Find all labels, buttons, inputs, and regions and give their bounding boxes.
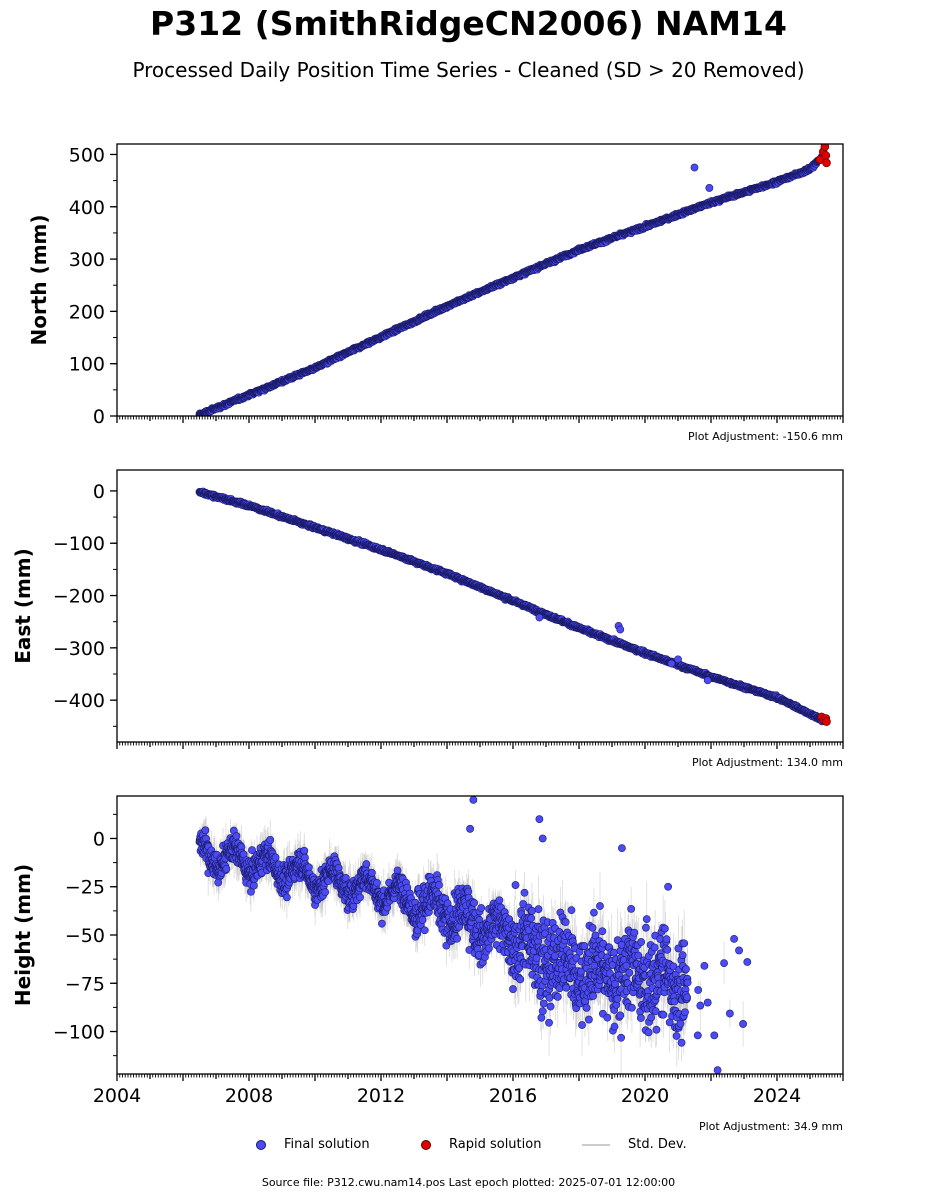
y-tick-label: 100 (69, 354, 105, 376)
panel-frame (116, 143, 844, 417)
chart-title: P312 (SmithRidgeCN2006) NAM14 (150, 4, 787, 43)
panel-2-data (195, 487, 831, 726)
plot-adjustment: Plot Adjustment: -150.6 mm (688, 430, 843, 443)
rapid-point (822, 158, 831, 168)
panel-1: 0 100 200 300 400 500 North (mm) Plot Adjustmen… (27, 143, 844, 443)
y-tick-label: 500 (69, 144, 105, 166)
y-tick-label: 300 (69, 249, 105, 271)
panel-1-data (195, 144, 831, 416)
rapid-point (821, 151, 831, 160)
rapid-point (820, 144, 830, 151)
final-point-outlier (705, 184, 714, 192)
final-point-outlier (690, 163, 699, 172)
final-solution-points (195, 151, 828, 416)
rapid-solution-points (815, 144, 831, 168)
y-tick-label: 400 (69, 197, 105, 219)
y-tick-label: 0 (93, 406, 105, 428)
chart-subtitle: Processed Daily Position Time Series - C… (132, 58, 805, 82)
y-tick-label: 200 (69, 301, 105, 323)
y-axis-label: North (mm) (27, 214, 51, 345)
